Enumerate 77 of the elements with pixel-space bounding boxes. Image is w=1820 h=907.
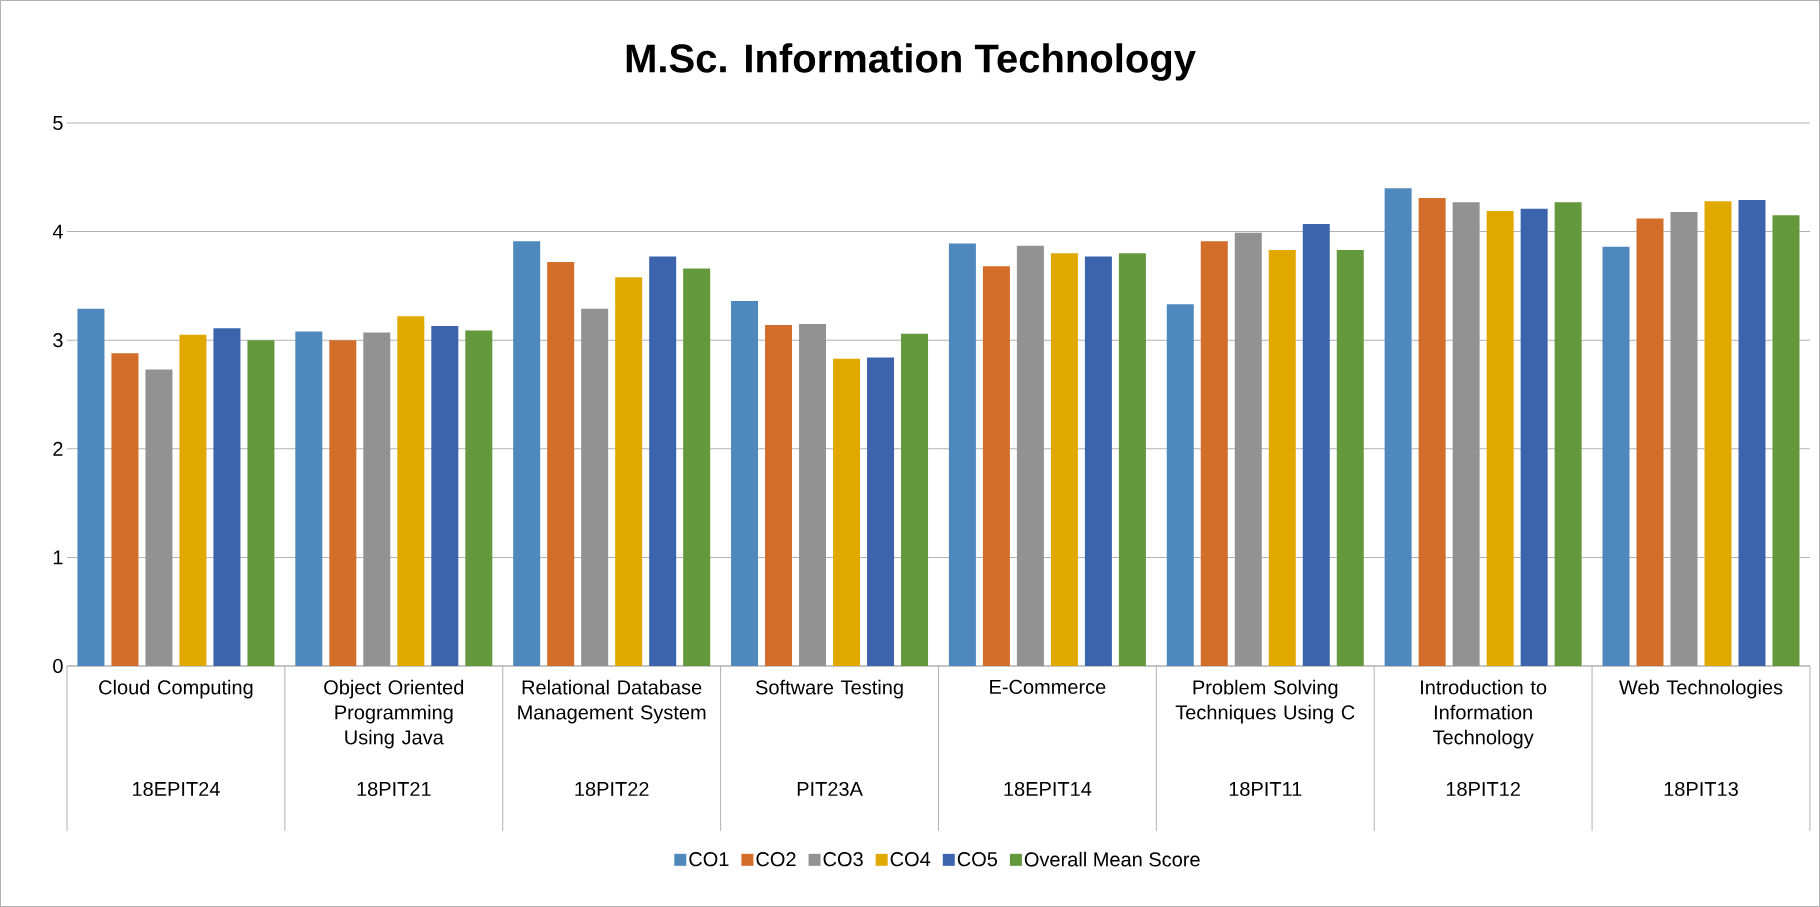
bar	[1486, 210, 1514, 666]
bar	[765, 324, 793, 666]
bar	[948, 243, 976, 666]
text: 18PIT13	[1664, 781, 1738, 797]
bar	[1302, 223, 1330, 666]
bar	[513, 241, 541, 666]
legend-label: CO3	[823, 852, 863, 867]
bar	[1418, 197, 1446, 666]
bar	[1200, 241, 1228, 666]
text: 18PIT21	[357, 781, 431, 797]
bar	[683, 268, 711, 666]
legend-label: Overall Mean Score	[1024, 851, 1200, 867]
bar	[1084, 256, 1112, 666]
bar	[1772, 215, 1800, 666]
bar	[1234, 232, 1262, 666]
bar	[397, 316, 425, 666]
y-tick-label: 1	[53, 550, 63, 565]
bar	[547, 262, 575, 666]
y-tick-label: 4	[52, 224, 63, 239]
chart-title: M.Sc. Information Technology	[626, 43, 1196, 81]
text: PIT23A	[797, 781, 863, 797]
x-tick-label: Software Testing	[755, 679, 903, 699]
x-tick-label: Web Technologies	[1619, 679, 1783, 699]
bar	[363, 332, 391, 666]
legend-label: CO1	[689, 852, 729, 867]
bar	[1016, 245, 1044, 666]
bar	[1636, 218, 1664, 666]
text: 18PIT12	[1446, 781, 1520, 797]
bar	[615, 277, 643, 666]
bar	[431, 326, 459, 666]
bar	[145, 369, 173, 666]
text: 18PIT22	[575, 781, 649, 797]
bar	[465, 330, 493, 666]
bar	[1118, 253, 1146, 666]
bar	[1384, 188, 1412, 666]
y-tick-label: 5	[53, 116, 63, 130]
x-tick-label: Object Oriented Programming Using Java	[324, 679, 464, 749]
text: 18EPIT14	[1004, 781, 1092, 797]
bar	[1738, 200, 1766, 666]
bar	[247, 340, 275, 666]
y-tick-label: 3	[53, 333, 63, 348]
bar	[867, 357, 895, 666]
text: 18EPIT24	[132, 781, 220, 797]
bar	[213, 328, 241, 666]
x-tick-label: E-Commerce	[990, 679, 1106, 694]
bar	[1050, 253, 1078, 666]
bar	[295, 331, 323, 666]
bar	[982, 266, 1010, 666]
bar	[1670, 212, 1698, 666]
x-tick-label: Problem Solving Techniques Using C	[1175, 679, 1355, 724]
y-tick-label: 2	[53, 441, 63, 456]
text: 18PIT11	[1229, 781, 1302, 797]
bar	[1704, 201, 1732, 666]
bar	[329, 340, 357, 666]
bar	[901, 333, 929, 666]
bar	[799, 323, 827, 666]
legend-label: CO5	[957, 852, 998, 867]
bar	[581, 308, 609, 666]
bar	[179, 334, 207, 666]
bar	[77, 308, 105, 666]
bar	[1602, 246, 1630, 666]
x-tick-label: Relational Database Management System	[518, 679, 706, 724]
legend-label: CO4	[890, 852, 931, 867]
bar	[1452, 202, 1480, 666]
bar	[1554, 202, 1582, 666]
x-tick-label: Introduction to Information Technology	[1421, 679, 1547, 749]
x-tick-label: Cloud Computing	[99, 679, 253, 699]
bar	[1336, 250, 1364, 666]
bar	[1268, 250, 1296, 666]
bar	[731, 301, 759, 666]
bar	[833, 358, 861, 666]
bar	[1166, 304, 1194, 666]
bar	[649, 256, 677, 666]
legend-label: CO2	[756, 852, 796, 867]
y-tick-label: 0	[53, 658, 63, 674]
bar	[111, 353, 139, 666]
bar	[1520, 208, 1548, 666]
